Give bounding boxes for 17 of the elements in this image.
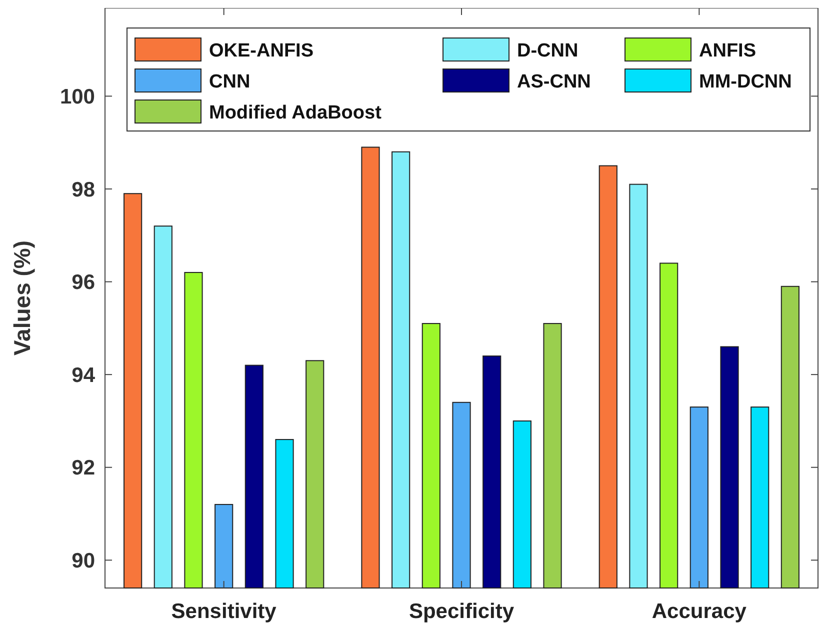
legend-label: AS-CNN (517, 72, 591, 93)
legend-label: Modified AdaBoost (209, 102, 382, 124)
x-tick-label: Sensitivity (171, 600, 277, 623)
legend-label: ANFIS (699, 40, 756, 62)
legend-label: D-CNN (517, 40, 578, 62)
y-tick-label: 90 (72, 550, 95, 573)
legend-label: MM-DCNN (699, 72, 792, 93)
legend-label: CNN (209, 72, 250, 93)
x-tick-label: Specificity (408, 600, 514, 623)
y-tick-label: 94 (72, 364, 96, 387)
y-tick-label: 98 (72, 178, 96, 202)
y-axis-title: Values (%) (9, 240, 35, 356)
y-tick-label: 100 (60, 86, 95, 109)
legend-label: OKE-ANFIS (209, 40, 314, 62)
y-tick-label: 96 (72, 271, 95, 294)
x-tick-label: Accuracy (652, 600, 747, 623)
y-tick-label: 92 (72, 456, 95, 480)
